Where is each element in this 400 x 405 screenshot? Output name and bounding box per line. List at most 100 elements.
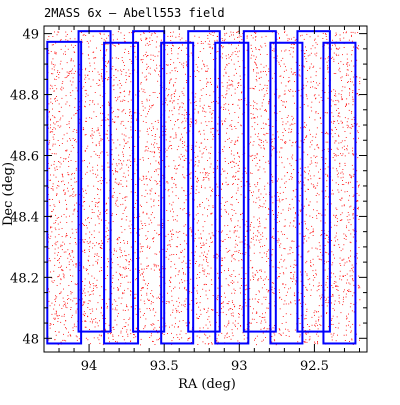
data-point bbox=[224, 40, 225, 42]
data-point bbox=[320, 315, 322, 317]
data-point bbox=[221, 45, 222, 47]
data-point bbox=[112, 196, 114, 198]
data-point bbox=[299, 167, 301, 169]
data-point bbox=[359, 299, 361, 301]
data-point bbox=[145, 44, 147, 46]
data-point bbox=[56, 193, 58, 195]
data-point bbox=[305, 286, 307, 288]
data-point bbox=[293, 240, 295, 242]
data-point bbox=[290, 131, 292, 133]
data-point bbox=[172, 114, 174, 116]
data-point bbox=[168, 189, 170, 190]
data-point bbox=[211, 232, 213, 234]
data-point bbox=[56, 193, 57, 195]
data-point bbox=[264, 185, 266, 187]
data-point bbox=[208, 199, 209, 201]
data-point bbox=[334, 127, 336, 128]
data-point bbox=[293, 264, 295, 266]
data-point bbox=[139, 251, 141, 253]
data-point bbox=[356, 230, 357, 232]
data-point bbox=[317, 146, 319, 148]
data-point bbox=[252, 275, 254, 277]
data-point bbox=[146, 246, 148, 248]
data-point bbox=[162, 197, 164, 199]
data-point bbox=[68, 166, 70, 167]
data-point bbox=[256, 154, 258, 156]
data-point bbox=[291, 145, 293, 147]
data-point bbox=[224, 34, 226, 36]
data-point bbox=[108, 102, 110, 104]
data-point bbox=[330, 272, 332, 274]
data-point bbox=[84, 134, 86, 136]
data-point bbox=[130, 161, 132, 163]
data-point bbox=[285, 49, 287, 51]
data-point bbox=[282, 121, 284, 123]
data-point bbox=[272, 77, 273, 79]
data-point bbox=[183, 202, 185, 204]
data-point bbox=[346, 317, 348, 319]
data-point bbox=[289, 246, 291, 248]
data-point bbox=[349, 283, 351, 285]
data-point bbox=[252, 195, 253, 197]
data-point bbox=[64, 192, 66, 194]
data-point bbox=[142, 279, 144, 281]
data-point bbox=[255, 108, 257, 110]
data-point bbox=[92, 169, 94, 171]
data-point bbox=[201, 142, 203, 144]
data-point bbox=[83, 196, 85, 198]
data-point bbox=[253, 308, 254, 310]
data-point bbox=[95, 206, 96, 207]
data-point bbox=[237, 220, 239, 222]
data-point bbox=[348, 289, 350, 291]
data-point bbox=[128, 254, 130, 256]
data-point bbox=[208, 179, 210, 181]
data-point bbox=[57, 260, 58, 261]
data-point bbox=[156, 232, 158, 234]
data-point bbox=[60, 88, 62, 90]
data-point bbox=[205, 275, 207, 277]
data-point bbox=[197, 292, 198, 294]
data-point bbox=[283, 93, 285, 95]
data-point bbox=[228, 183, 229, 185]
data-point bbox=[280, 82, 282, 84]
data-point bbox=[96, 130, 98, 132]
data-point bbox=[260, 277, 262, 279]
data-point bbox=[57, 241, 59, 243]
data-point bbox=[324, 149, 325, 150]
data-point bbox=[283, 260, 285, 262]
data-point bbox=[317, 84, 319, 86]
data-point bbox=[291, 71, 292, 73]
data-point bbox=[128, 319, 130, 320]
data-point bbox=[89, 309, 91, 310]
data-point bbox=[144, 313, 145, 314]
data-point bbox=[349, 174, 351, 176]
data-point bbox=[316, 333, 318, 335]
data-point bbox=[279, 246, 281, 248]
data-point bbox=[339, 278, 341, 280]
data-point bbox=[295, 212, 296, 214]
data-point bbox=[222, 311, 224, 313]
data-point bbox=[130, 121, 132, 123]
data-point bbox=[189, 337, 191, 339]
data-point bbox=[207, 37, 209, 39]
data-point bbox=[222, 183, 223, 184]
data-point bbox=[55, 176, 57, 178]
data-point bbox=[313, 285, 314, 287]
data-point bbox=[123, 172, 125, 174]
data-point bbox=[203, 104, 205, 106]
data-point bbox=[129, 73, 131, 75]
data-point bbox=[116, 165, 118, 167]
data-point bbox=[119, 285, 121, 287]
data-point bbox=[216, 100, 218, 102]
data-point bbox=[339, 270, 341, 272]
data-point bbox=[60, 291, 62, 293]
data-point bbox=[100, 125, 102, 126]
data-point bbox=[167, 244, 169, 246]
data-point bbox=[172, 311, 174, 313]
data-point bbox=[284, 300, 286, 302]
data-point bbox=[209, 335, 211, 337]
data-point bbox=[256, 103, 258, 105]
data-point bbox=[141, 294, 142, 296]
data-point bbox=[348, 103, 350, 105]
data-point bbox=[55, 310, 57, 312]
